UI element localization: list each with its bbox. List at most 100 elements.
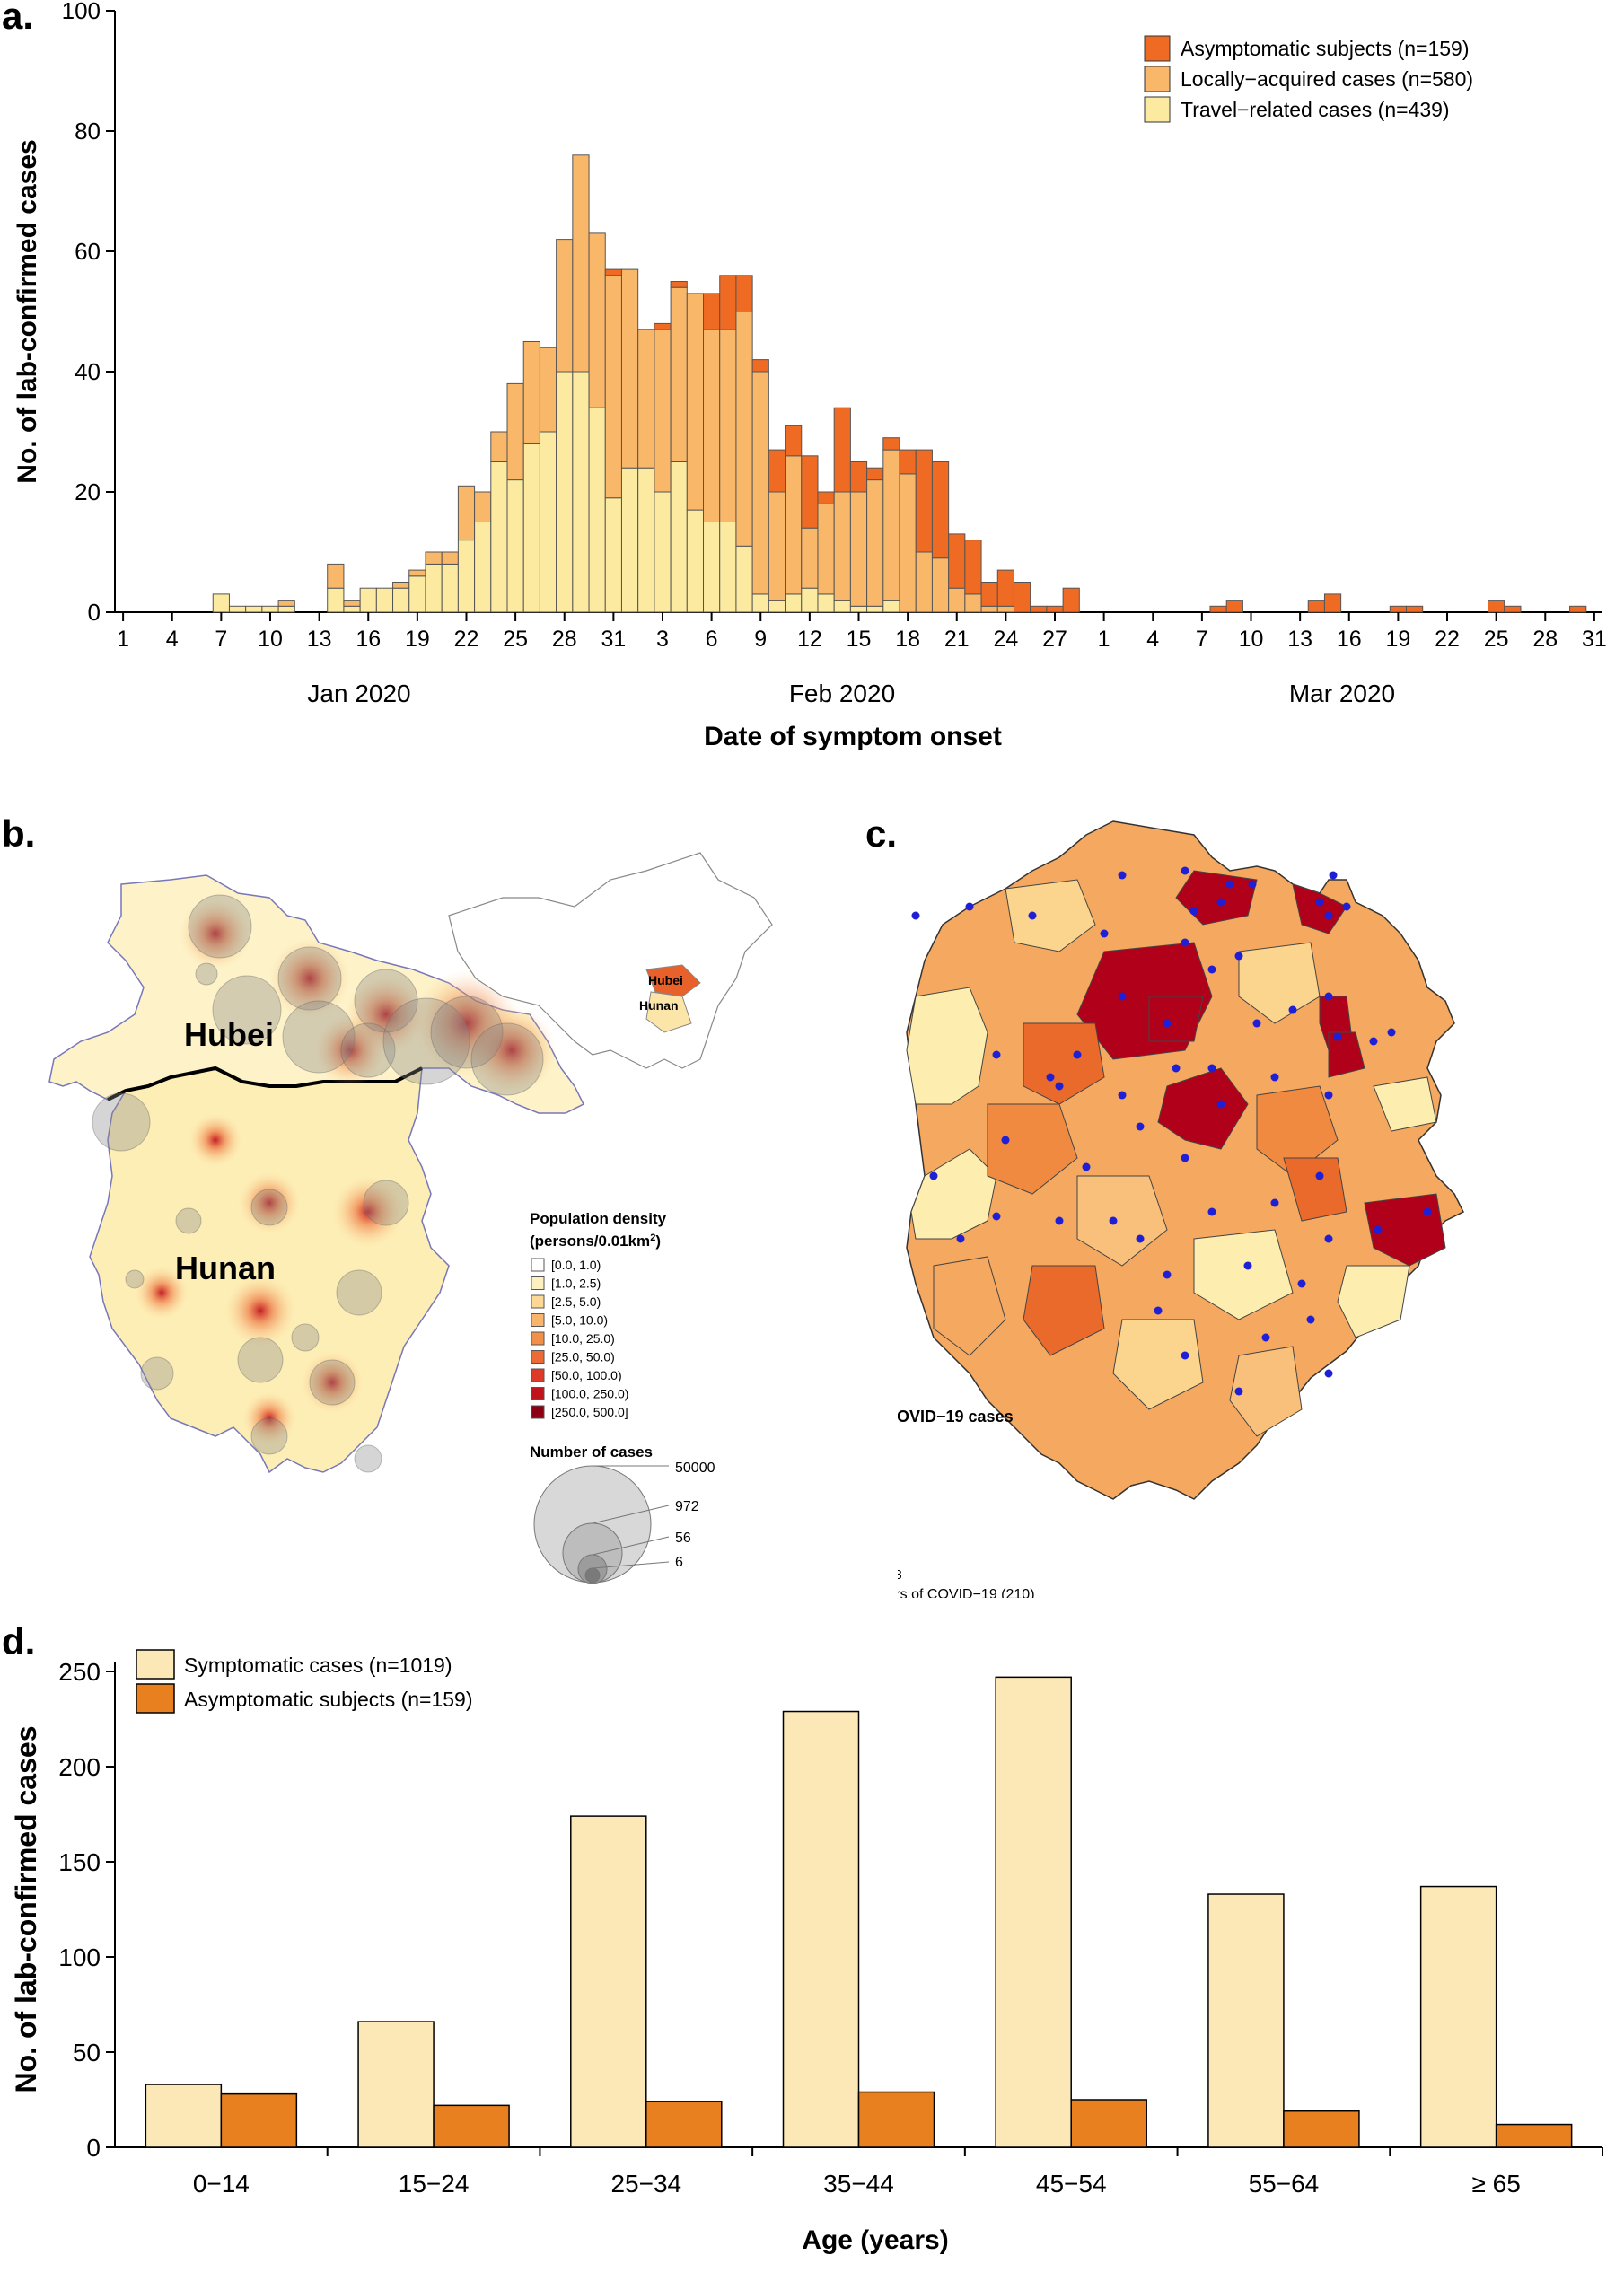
x-tick-label-15: 15 — [847, 627, 872, 652]
map-c-legend-title: No. of COVID−19 cases — [898, 1408, 1014, 1426]
legend-label-0: Asymptomatic subjects (n=159) — [1181, 37, 1470, 60]
bar-asym-day-39 — [735, 275, 753, 312]
cluster-dot-18 — [1333, 1032, 1342, 1041]
bar-travel-day-15 — [343, 605, 361, 613]
cluster-dot-32 — [929, 1171, 938, 1180]
cluster-dot-51 — [1234, 1387, 1243, 1396]
cluster-dot-8 — [1189, 907, 1198, 916]
density-label-5: [25.0, 50.0) — [551, 1350, 615, 1364]
x-tick-label-21: 4 — [1146, 627, 1159, 652]
bar-asym-day-53 — [964, 540, 982, 595]
cluster-dot-9 — [1216, 898, 1225, 907]
bar-local-day-22 — [457, 485, 476, 541]
panel-label-b: b. — [2, 812, 36, 855]
bar-d-symptomatic-4 — [995, 1676, 1072, 2148]
x-tick-label-18: 24 — [993, 627, 1018, 652]
cluster-dot-42 — [1324, 1234, 1333, 1243]
legend-swatch-d-0 — [136, 1649, 175, 1680]
bar-local-day-42 — [785, 455, 803, 595]
density-swatch-1 — [531, 1276, 545, 1290]
cluster-dot-13 — [1163, 1019, 1172, 1028]
bar-asym-day-31 — [604, 268, 622, 276]
bar-local-day-48 — [882, 449, 900, 601]
x-tick-label-d-0: 0−14 — [193, 2170, 250, 2198]
bar-asym-day-35 — [670, 281, 688, 288]
bar-d-symptomatic-1 — [357, 2021, 435, 2148]
bar-local-day-52 — [948, 587, 966, 613]
x-tick-label-25: 16 — [1337, 627, 1362, 652]
x-tick-label-d-4: 45−54 — [1036, 2170, 1107, 2198]
density-swatch-7 — [531, 1387, 545, 1400]
x-tick-label-5: 16 — [356, 627, 381, 652]
bar-asym-day-43 — [801, 455, 819, 529]
bar-local-day-24 — [490, 431, 508, 462]
bar-travel-day-10 — [261, 605, 279, 613]
bar-asym-day-37 — [703, 293, 721, 330]
bar-travel-day-38 — [719, 522, 737, 613]
density-swatch-3 — [531, 1313, 545, 1327]
cluster-dot-14 — [1172, 1064, 1181, 1073]
bar-d-symptomatic-5 — [1207, 1893, 1285, 2148]
x-tick-label-0: 1 — [117, 627, 129, 652]
y-tick-label-d-50: 50 — [73, 2039, 101, 2066]
bar-local-day-35 — [670, 286, 688, 463]
cases-legend-972: 972 — [675, 1499, 699, 1514]
cluster-dot-49 — [1154, 1306, 1163, 1315]
bar-local-day-29 — [572, 154, 590, 373]
bar-local-day-38 — [719, 329, 737, 522]
map-c-legend: 01-234-67-1011-1920-238 — [898, 1567, 902, 1583]
bar-asym-day-52 — [948, 533, 966, 589]
x-tick-label-29: 28 — [1532, 627, 1558, 652]
x-tick-label-11: 3 — [656, 627, 669, 652]
cluster-dot-0 — [1118, 871, 1127, 880]
cluster-dots — [911, 866, 1432, 1396]
cluster-dot-22 — [1324, 1091, 1333, 1100]
cluster-dot-47 — [1163, 1270, 1172, 1279]
bar-d-symptomatic-3 — [782, 1710, 860, 2148]
bar-local-day-50 — [915, 551, 933, 613]
x-tick-label-8: 25 — [503, 627, 528, 652]
bar-local-day-54 — [980, 605, 998, 613]
cluster-dot-12 — [1118, 992, 1127, 1001]
inset-hunan-label: Hunan — [639, 998, 679, 1013]
x-tick-label-30: 31 — [1582, 627, 1607, 652]
bar-travel-day-24 — [490, 461, 508, 613]
cluster-dot-10 — [1234, 952, 1243, 961]
cluster-dot-5 — [1324, 911, 1333, 920]
bar-local-day-46 — [849, 491, 868, 607]
bar-local-day-23 — [474, 491, 492, 522]
bar-asym-day-56 — [1013, 582, 1031, 613]
legend-label-2: Travel−related cases (n=439) — [1181, 98, 1450, 121]
bar-asym-day-57 — [1030, 605, 1048, 613]
cluster-dot-41 — [1315, 1171, 1324, 1180]
bar-asym-day-79 — [1389, 605, 1407, 613]
density-swatch-2 — [531, 1294, 545, 1309]
x-tick-label-16: 18 — [895, 627, 920, 652]
density-legend-title-line2: (persons/0.01km2) — [530, 1233, 661, 1250]
bar-local-day-27 — [539, 347, 557, 433]
bar-travel-day-16 — [359, 587, 377, 613]
cluster-dot-50 — [1181, 1351, 1189, 1360]
bar-travel-day-26 — [522, 443, 540, 613]
cases-legend-56: 56 — [675, 1531, 691, 1546]
cluster-dot-33 — [956, 1234, 965, 1243]
legend-swatch-d-1 — [136, 1683, 175, 1714]
x-tick-label-4: 13 — [307, 627, 332, 652]
bar-asym-day-41 — [768, 449, 786, 493]
bar-travel-day-31 — [604, 497, 622, 613]
bar-asym-day-75 — [1323, 593, 1342, 613]
bar-d-asymptomatic-6 — [1495, 2123, 1573, 2148]
x-tick-label-d-2: 25−34 — [610, 2170, 681, 2198]
density-label-1: [1.0, 2.5) — [551, 1276, 601, 1291]
x-tick-label-14: 12 — [797, 627, 822, 652]
cluster-dot-4 — [1342, 902, 1351, 911]
bar-local-day-49 — [899, 473, 917, 613]
bar-local-day-28 — [556, 239, 574, 373]
bar-travel-day-44 — [817, 593, 835, 613]
bar-local-day-36 — [686, 293, 705, 511]
bar-travel-day-29 — [572, 371, 590, 613]
cluster-dot-24 — [1216, 1100, 1225, 1109]
bar-d-asymptomatic-3 — [857, 2091, 935, 2148]
bar-travel-day-25 — [506, 479, 524, 613]
legend-label-1: Locally−acquired cases (n=580) — [1181, 67, 1473, 91]
